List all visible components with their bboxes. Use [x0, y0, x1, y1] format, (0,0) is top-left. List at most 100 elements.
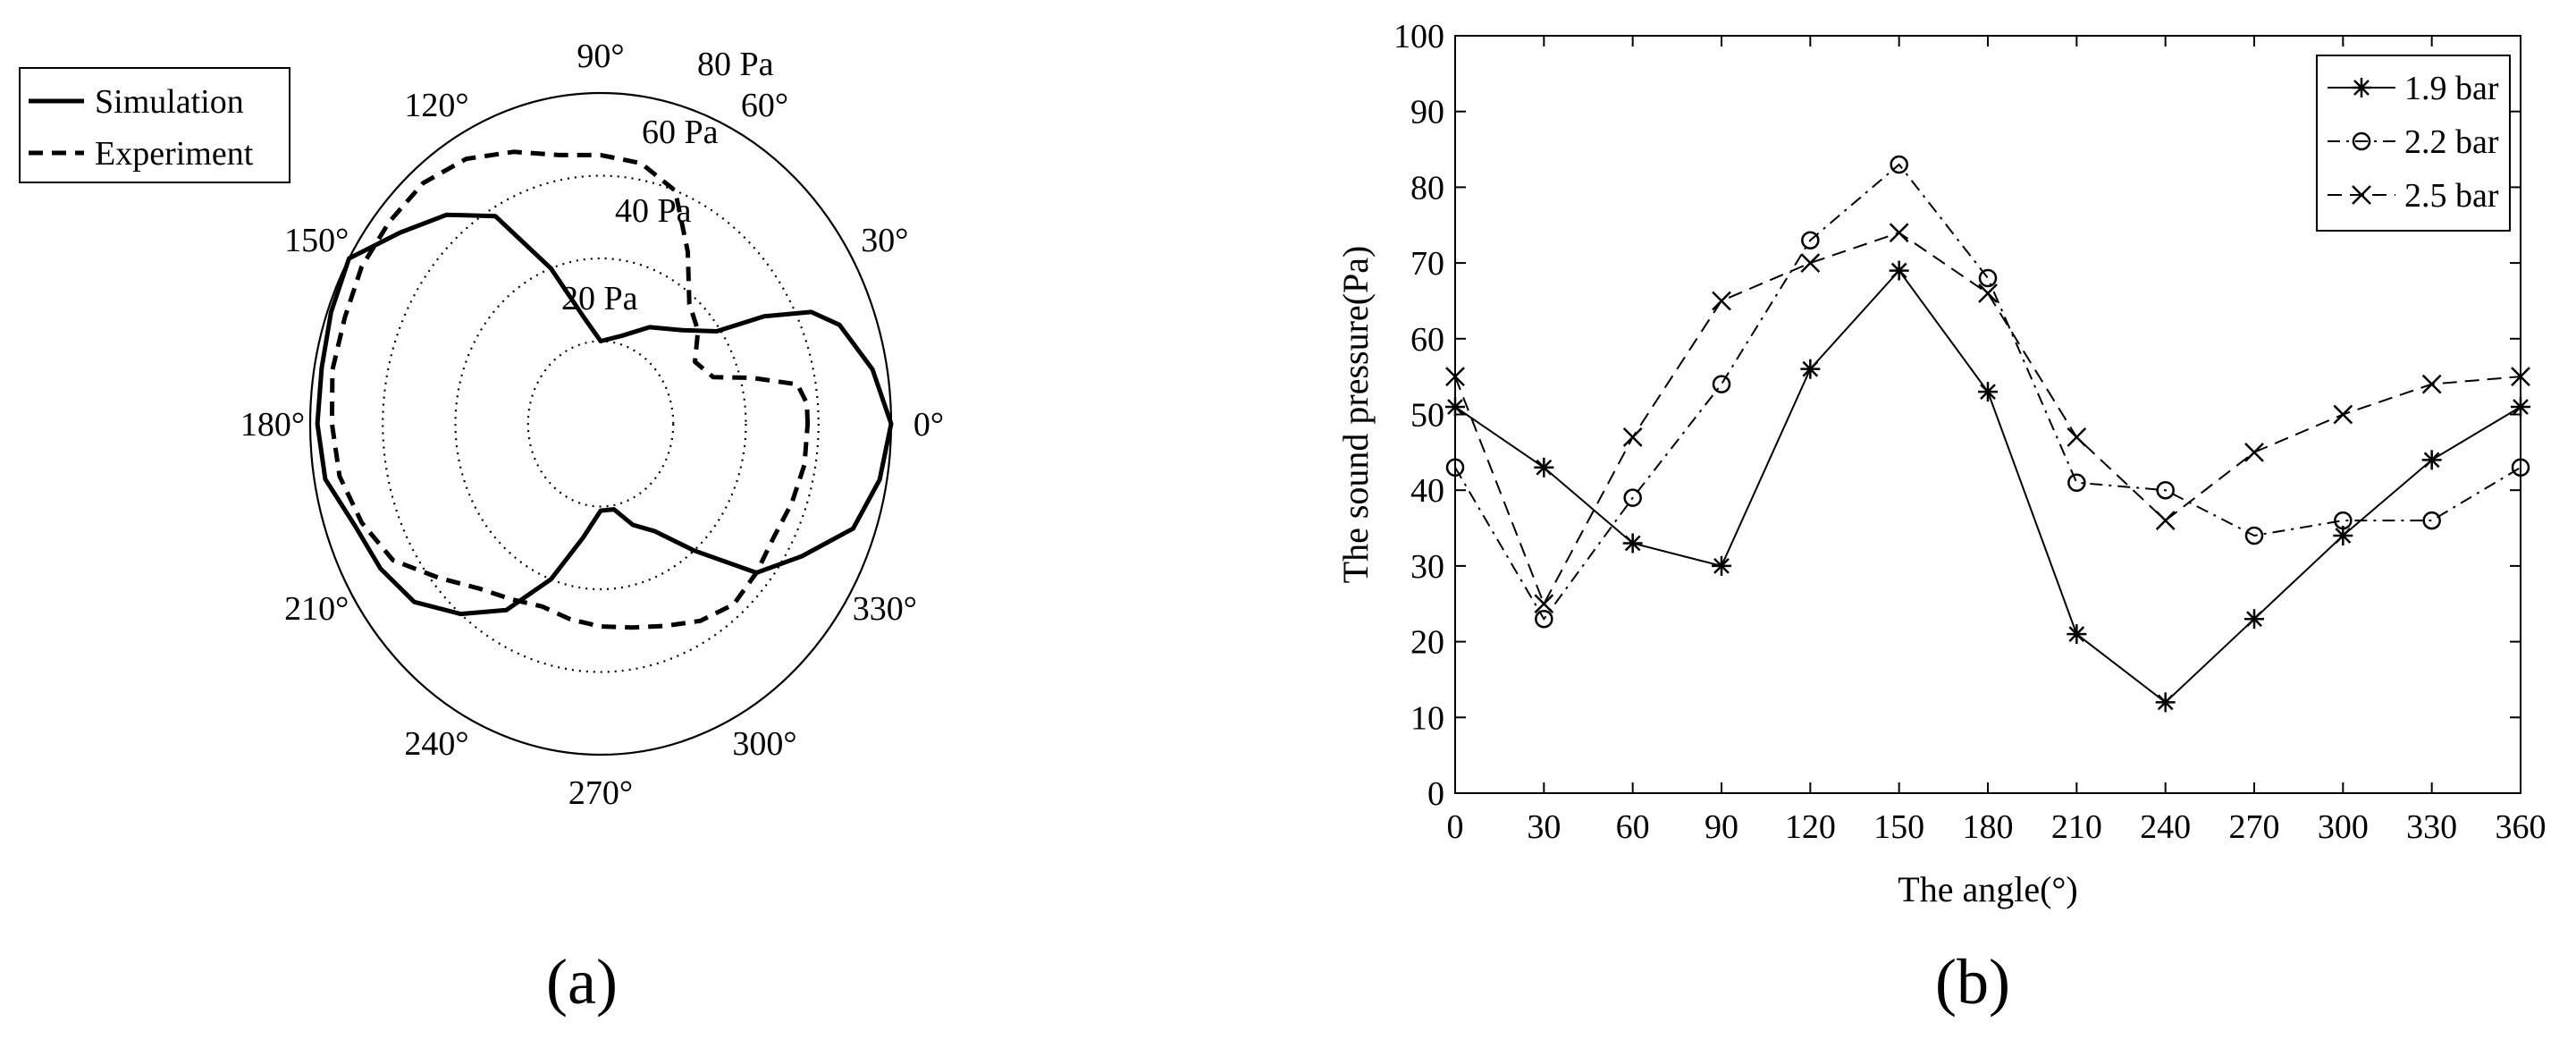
data-point-asterisk: [1800, 359, 1821, 379]
polar-grid-ring: [382, 174, 820, 673]
x-tick-label: 60: [1616, 808, 1650, 846]
data-point-circle: [2511, 458, 2530, 478]
line-series-group: [1445, 155, 2530, 713]
data-point-circle: [1535, 609, 1553, 629]
polar-series-group: [315, 149, 894, 630]
polar-radial-tick-label: 80 Pa: [697, 46, 774, 83]
data-point-asterisk: [2244, 609, 2264, 630]
polar-legend: Simulation Experiment: [19, 67, 290, 183]
data-point-circle: [2244, 526, 2264, 545]
y-axis-label: The sound pressure(Pa): [1335, 246, 1376, 584]
data-point-asterisk: [2421, 450, 2442, 470]
polar-angle-tick-label: 150°: [284, 222, 349, 259]
data-point-asterisk: [1978, 382, 1998, 402]
data-point-circle: [1978, 268, 1998, 288]
data-point-circle: [1890, 155, 1908, 174]
y-tick-label: 90: [1410, 94, 1444, 131]
data-point-asterisk: [2511, 397, 2530, 418]
y-tick-label: 50: [1410, 397, 1444, 435]
line-axes: 0 30 60 90 120 150 180 210 240 270 300 330 360 0 10 20 3…: [1335, 18, 2547, 909]
line-legend-label: 2.5 bar: [2404, 177, 2499, 215]
y-tick-label: 0: [1427, 775, 1444, 813]
polar-series-line-experiment: [329, 149, 811, 630]
data-point-x: [2511, 367, 2530, 387]
polar-legend-label: Simulation: [95, 83, 244, 121]
data-point-x: [2155, 511, 2176, 530]
data-point-asterisk: [1445, 397, 1465, 418]
polar-legend-box: [19, 67, 290, 183]
polar-angle-tick-label: 240°: [404, 725, 468, 763]
data-point-x: [2333, 404, 2353, 425]
line-chart-panel: 0 30 60 90 120 150 180 210 240 270 300 330 360 0 10 20 3…: [1335, 18, 2547, 909]
data-point-x: [1534, 594, 1554, 614]
data-point-circle: [1623, 488, 1642, 507]
y-tick-label: 70: [1410, 245, 1444, 283]
x-axis-label: The angle(°): [1898, 869, 2077, 909]
panel-label-b: (b): [1935, 946, 2010, 1018]
polar-radial-tick-label: 40 Pa: [615, 192, 692, 230]
series-line-circle: [1454, 163, 2521, 621]
y-tick-label: 80: [1410, 169, 1444, 207]
data-point-circle: [1712, 375, 1731, 393]
y-tick-label: 100: [1393, 18, 1444, 55]
panel-label-a: (a): [546, 946, 618, 1018]
polar-radial-tick-label: 60 Pa: [642, 114, 719, 151]
data-point-asterisk: [1889, 260, 1909, 281]
x-tick-label: 0: [1447, 808, 1464, 846]
data-point-x: [1622, 427, 1643, 447]
polar-grid-ring: [526, 340, 675, 508]
y-tick-label: 20: [1410, 624, 1444, 662]
data-point-circle: [2334, 511, 2353, 530]
line-legend: 1.9 bar 2.2 bar 2.5 bar: [2316, 55, 2511, 232]
polar-legend-label: Experiment: [95, 135, 254, 173]
data-point-circle: [2156, 480, 2175, 500]
line-legend-marker: [2352, 131, 2371, 151]
y-tick-label: 60: [1410, 321, 1444, 359]
x-tick-label: 330: [2406, 808, 2457, 846]
polar-angle-tick-label: 330°: [853, 590, 917, 628]
series-line-asterisk: [1454, 269, 2521, 704]
line-legend-marker: [2352, 78, 2371, 97]
x-tick-label: 240: [2140, 808, 2191, 846]
polar-angle-tick-label: 210°: [284, 590, 349, 628]
data-point-x: [1978, 283, 1998, 303]
y-tick-label: 10: [1410, 699, 1444, 737]
polar-grid-ring: [454, 257, 747, 591]
x-tick-label: 180: [1963, 808, 2014, 846]
data-point-x: [1889, 223, 1909, 243]
data-point-asterisk: [1712, 555, 1731, 576]
x-tick-label: 120: [1785, 808, 1836, 846]
polar-angle-tick-label: 120°: [404, 87, 468, 124]
polar-chart-panel: 20 Pa 40 Pa 60 Pa 80 Pa 0° 30° 60° 90° 120° 150° 1…: [19, 38, 944, 812]
polar-labels: 20 Pa 40 Pa 60 Pa 80 Pa 0° 30° 60° 90° 120° 150° 1…: [240, 38, 944, 812]
data-point-circle: [1801, 231, 1820, 249]
x-tick-label: 300: [2318, 808, 2369, 846]
data-point-x: [2244, 442, 2264, 462]
polar-outer-ring: [308, 91, 893, 756]
data-point-x: [2421, 374, 2442, 394]
polar-angle-tick-label: 300°: [732, 725, 796, 763]
line-legend-label: 2.2 bar: [2404, 123, 2499, 161]
data-point-asterisk: [1622, 533, 1643, 554]
polar-angle-tick-label: 180°: [240, 406, 305, 444]
data-point-asterisk: [1534, 457, 1554, 478]
data-point-circle: [2422, 511, 2441, 530]
line-legend-marker: [2352, 185, 2371, 205]
y-tick-label: 40: [1410, 472, 1444, 510]
x-tick-label: 270: [2229, 808, 2280, 846]
x-tick-label: 150: [1873, 808, 1924, 846]
polar-radial-tick-label: 20 Pa: [561, 280, 638, 317]
x-tick-label: 210: [2051, 808, 2102, 846]
x-tick-label: 360: [2496, 808, 2547, 846]
x-tick-label: 90: [1705, 808, 1738, 846]
line-legend-label: 1.9 bar: [2404, 70, 2499, 107]
data-point-x: [1712, 291, 1731, 311]
polar-series-line-simulation: [315, 212, 894, 617]
data-point-asterisk: [2067, 624, 2087, 645]
polar-angle-tick-label: 60°: [741, 87, 788, 124]
line-legend-box: [2316, 55, 2511, 232]
polar-grid: [308, 91, 893, 756]
data-point-x: [1445, 367, 1465, 387]
data-point-circle: [2067, 473, 2086, 492]
